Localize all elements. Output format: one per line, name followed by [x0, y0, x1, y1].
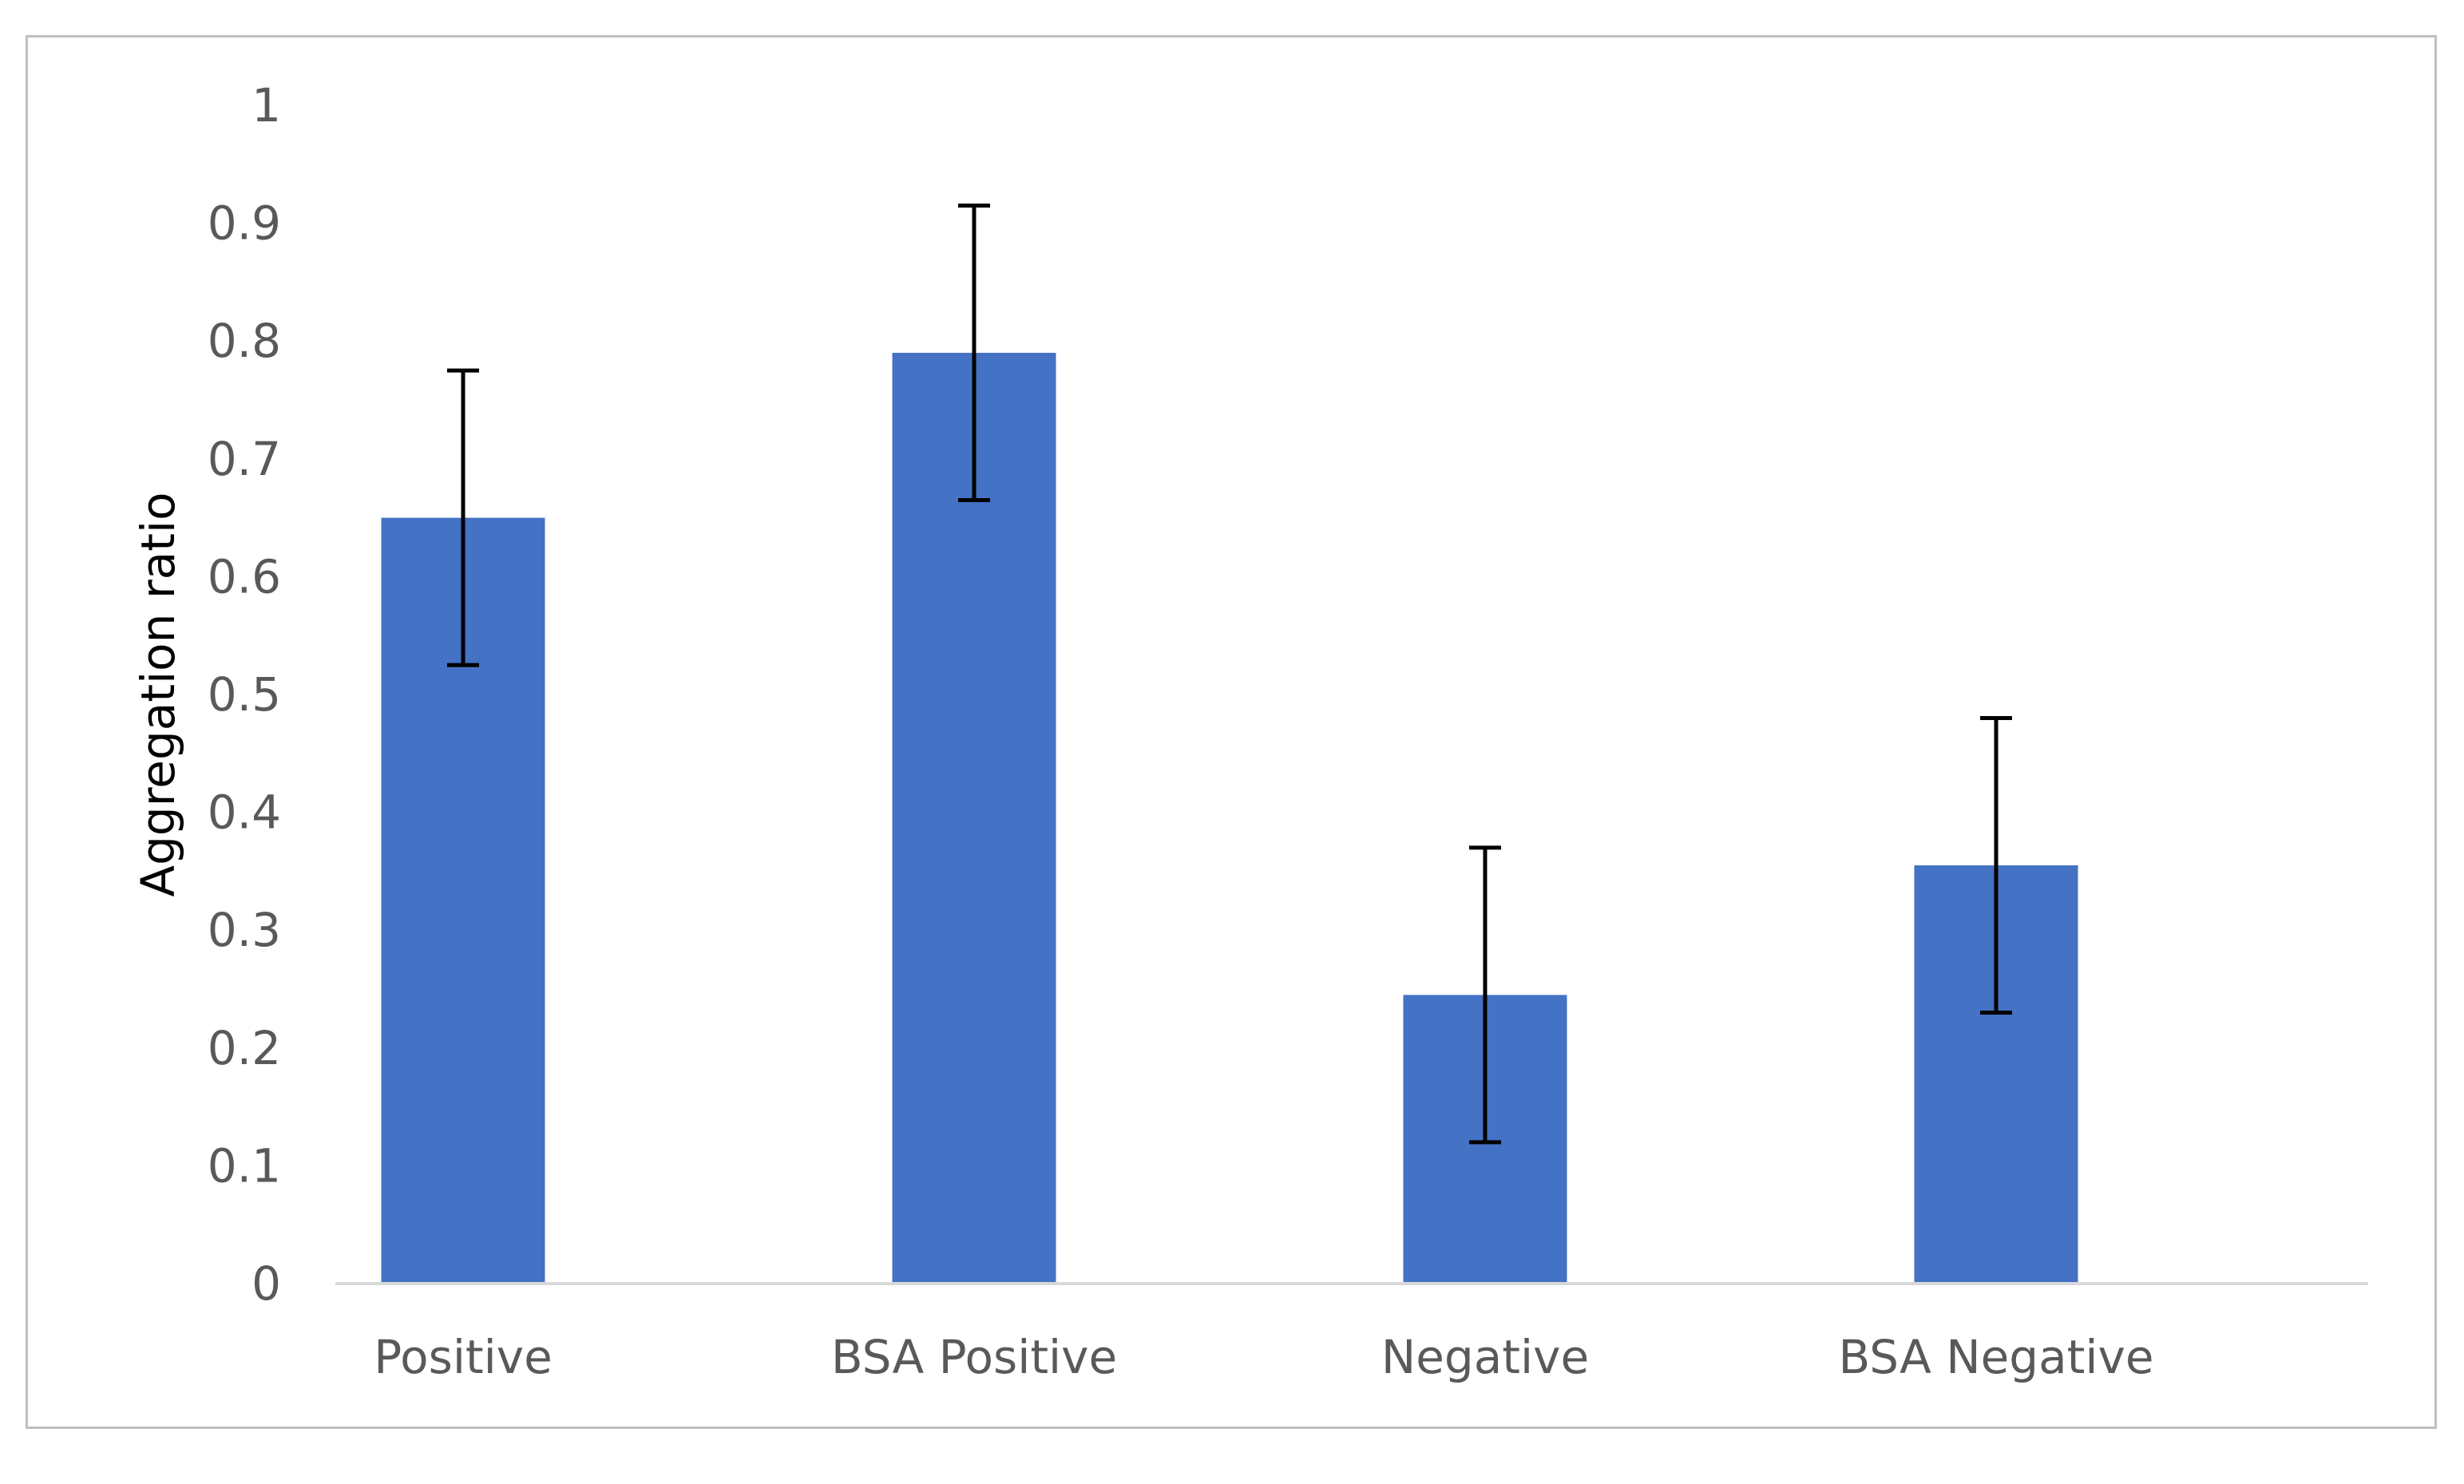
bars — [381, 352, 2078, 1284]
y-tick-label: 0.6 — [208, 549, 281, 603]
x-tick-label: Positive — [374, 1330, 553, 1384]
y-tick-label: 0.9 — [208, 196, 281, 251]
y-tick-label: 0.7 — [208, 432, 281, 486]
error-bar-bsa-negative — [1980, 716, 2012, 1015]
y-tick-label: 0 — [252, 1256, 281, 1311]
x-tick-label: Negative — [1381, 1330, 1589, 1384]
bar-bsa-positive — [892, 352, 1056, 1284]
x-tick-label: BSA Positive — [831, 1330, 1117, 1384]
error-bar-positive — [447, 368, 479, 667]
y-axis-title: Aggregation ratio — [131, 492, 185, 896]
y-tick-label: 1 — [252, 78, 281, 133]
y-tick-label: 0.2 — [208, 1021, 281, 1075]
y-tick-label: 0.5 — [208, 667, 281, 722]
error-bar-negative — [1469, 845, 1501, 1145]
error-bar-bsa-positive — [958, 203, 990, 502]
x-axis-labels: Positive BSA Positive Negative BSA Negative — [374, 1330, 2153, 1384]
y-tick-label: 0.8 — [208, 314, 281, 368]
y-tick-label: 0.4 — [208, 786, 281, 840]
y-axis-ticks: 0 0.1 0.2 0.3 0.4 0.5 0.6 0.7 0.8 0.9 1 — [208, 78, 281, 1311]
x-tick-label: BSA Negative — [1838, 1330, 2153, 1384]
y-tick-label: 0.3 — [208, 903, 281, 957]
y-tick-label: 0.1 — [208, 1138, 281, 1193]
error-bars — [447, 203, 2012, 1145]
